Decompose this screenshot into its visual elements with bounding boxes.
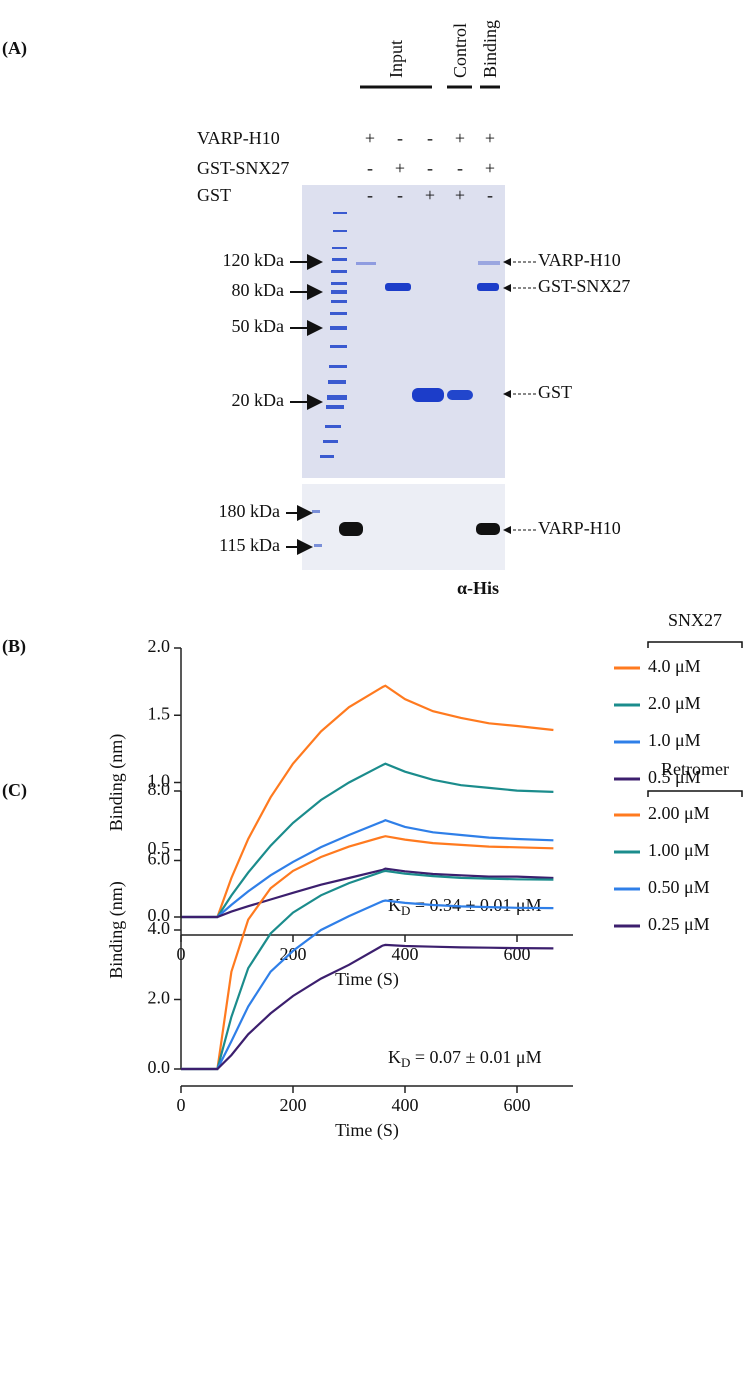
series-line [181,867,554,919]
legend-label: 2.0 μM [648,693,701,713]
band [412,388,444,402]
marker-label: 80 kDa [232,280,285,300]
sign: - [367,158,373,178]
sign: + [365,128,375,148]
annotation-k: K [388,1047,401,1067]
y-tick-label: 8.0 [148,779,171,799]
annotation: KD = 0.07 ± 0.01 μM [388,1047,542,1070]
panel-label: (C) [2,780,27,801]
band [385,283,411,291]
y-tick-label: 2.0 [148,636,171,656]
sign: - [397,128,403,148]
blot [302,484,505,570]
x-tick-label: 600 [504,1095,531,1115]
y-axis-title: Binding (nm) [106,734,127,832]
series-line [181,835,554,1071]
legend-bracket [647,641,743,648]
sign: + [485,158,495,178]
marker-label: 20 kDa [232,390,285,410]
legend-title: Retromer [661,759,729,779]
blot-ladder [314,544,322,547]
legend-label: 0.50 μM [648,877,710,897]
y-tick-label: 6.0 [148,849,171,869]
legend-label: 0.25 μM [648,914,710,934]
sign: - [367,185,373,205]
header: Binding [480,20,500,78]
sign: - [457,158,463,178]
annotation-k: K [388,895,401,915]
band [478,261,500,265]
y-axis-title: Binding (nm) [106,881,127,979]
y-tick-label: 0.0 [148,905,171,925]
band-label: VARP-H10 [538,518,621,538]
sign: + [395,158,405,178]
x-axis-title: Time (S) [335,969,399,990]
x-axis-title: Time (S) [335,1120,399,1141]
sign: - [397,185,403,205]
band [447,390,473,400]
sign: + [455,128,465,148]
x-tick-label: 200 [280,944,307,964]
blot-band [476,523,500,535]
marker-label: 50 kDa [232,316,285,336]
marker-label: 115 kDa [219,535,280,555]
band-label: GST-SNX27 [538,276,630,296]
annotation-rest: = 0.34 ± 0.01 μM [410,895,541,915]
series-line [181,943,554,1071]
series-line [181,869,554,1071]
y-tick-label: 1.5 [148,703,171,723]
blot-ladder [312,510,320,513]
series-line [181,819,554,919]
sign: - [427,128,433,148]
y-tick-label: 0.0 [148,1057,171,1077]
y-tick-label: 2.0 [148,988,171,1008]
header: Control [450,23,470,78]
y-tick-label: 1.0 [148,771,171,791]
band [477,283,499,291]
row-label: GST-SNX27 [197,158,289,178]
band [356,262,376,265]
blot-label: α-His [457,578,499,598]
x-tick-label: 400 [392,1095,419,1115]
legend-bracket [647,790,743,797]
series-line [181,762,554,919]
band-label: GST [538,382,572,402]
row-label: GST [197,185,231,205]
series-line [181,684,554,919]
x-tick-label: 200 [280,1095,307,1115]
x-tick-label: 400 [392,944,419,964]
annotation-sub: D [401,1055,410,1070]
panel-label: (B) [2,636,26,657]
sign: - [427,158,433,178]
panel-label: (A) [2,38,27,59]
gel [302,185,505,478]
legend-label: 1.0 μM [648,730,701,750]
marker-label: 120 kDa [223,250,285,270]
legend-label: 0.5 μM [648,767,701,787]
row-label: VARP-H10 [197,128,280,148]
legend-label: 4.0 μM [648,656,701,676]
legend-title: SNX27 [668,610,722,630]
y-tick-label: 0.5 [148,838,171,858]
annotation-rest: = 0.07 ± 0.01 μM [410,1047,541,1067]
marker-label: 180 kDa [219,501,281,521]
legend-label: 1.00 μM [648,840,710,860]
y-tick-label: 4.0 [148,918,171,938]
legend-label: 2.00 μM [648,803,710,823]
header: Input [386,40,406,78]
annotation-sub: D [401,903,410,918]
sign: + [485,128,495,148]
series-line [181,899,554,1071]
sign: - [487,185,493,205]
blot-band [339,522,363,536]
sign: + [425,185,435,205]
ladder [320,212,347,458]
x-tick-label: 0 [177,1095,186,1115]
sign: + [455,185,465,205]
band-label: VARP-H10 [538,250,621,270]
